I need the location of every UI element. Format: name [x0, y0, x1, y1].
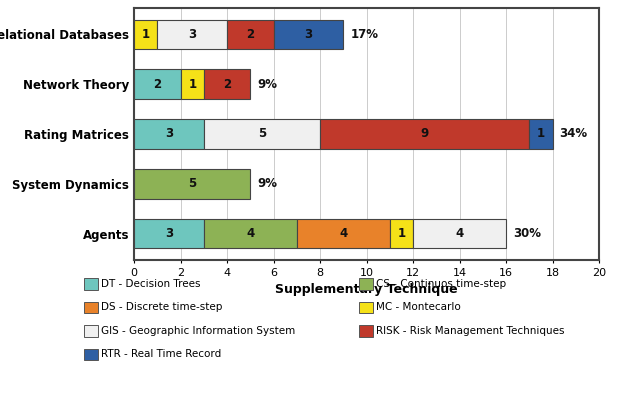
Bar — [134, 19, 157, 50]
Text: 2: 2 — [154, 78, 162, 91]
Text: 9%: 9% — [257, 78, 277, 91]
Text: 9%: 9% — [257, 177, 277, 190]
Text: 1: 1 — [188, 78, 197, 91]
Bar — [134, 69, 181, 99]
Text: 1: 1 — [142, 28, 150, 41]
Text: 30%: 30% — [513, 227, 541, 240]
Text: RTR - Real Time Record: RTR - Real Time Record — [101, 349, 222, 359]
Bar — [529, 119, 553, 149]
Bar — [134, 119, 204, 149]
Text: 5: 5 — [188, 177, 197, 190]
Text: DT - Decision Trees: DT - Decision Trees — [101, 279, 200, 289]
Text: 4: 4 — [246, 227, 255, 240]
Bar — [227, 19, 273, 50]
Bar — [320, 119, 529, 149]
Text: 9: 9 — [421, 127, 429, 141]
Text: 1: 1 — [537, 127, 545, 141]
Bar — [157, 19, 227, 50]
Text: CS - Continuos time-step: CS - Continuos time-step — [376, 279, 506, 289]
X-axis label: Supplementary Technique: Supplementary Technique — [275, 283, 458, 296]
Text: 5: 5 — [258, 127, 266, 141]
Text: 4: 4 — [339, 227, 348, 240]
Bar — [204, 119, 320, 149]
Bar — [413, 218, 506, 249]
Bar — [204, 69, 250, 99]
Text: 1: 1 — [397, 227, 406, 240]
Bar — [134, 169, 250, 199]
Text: 34%: 34% — [560, 127, 588, 141]
Text: MC - Montecarlo: MC - Montecarlo — [376, 303, 461, 312]
Text: 2: 2 — [223, 78, 232, 91]
Text: 17%: 17% — [350, 28, 378, 41]
Text: GIS - Geographic Information System: GIS - Geographic Information System — [101, 326, 295, 336]
Bar — [273, 19, 343, 50]
Text: 3: 3 — [188, 28, 197, 41]
Bar — [181, 69, 204, 99]
Text: DS - Discrete time-step: DS - Discrete time-step — [101, 303, 223, 312]
Text: 3: 3 — [165, 127, 173, 141]
Text: 4: 4 — [456, 227, 464, 240]
Text: 3: 3 — [165, 227, 173, 240]
Bar — [204, 218, 297, 249]
Bar — [297, 218, 390, 249]
Text: 2: 2 — [246, 28, 255, 41]
Bar — [390, 218, 413, 249]
Bar — [134, 218, 204, 249]
Text: RISK - Risk Management Techniques: RISK - Risk Management Techniques — [376, 326, 564, 336]
Text: 3: 3 — [305, 28, 313, 41]
